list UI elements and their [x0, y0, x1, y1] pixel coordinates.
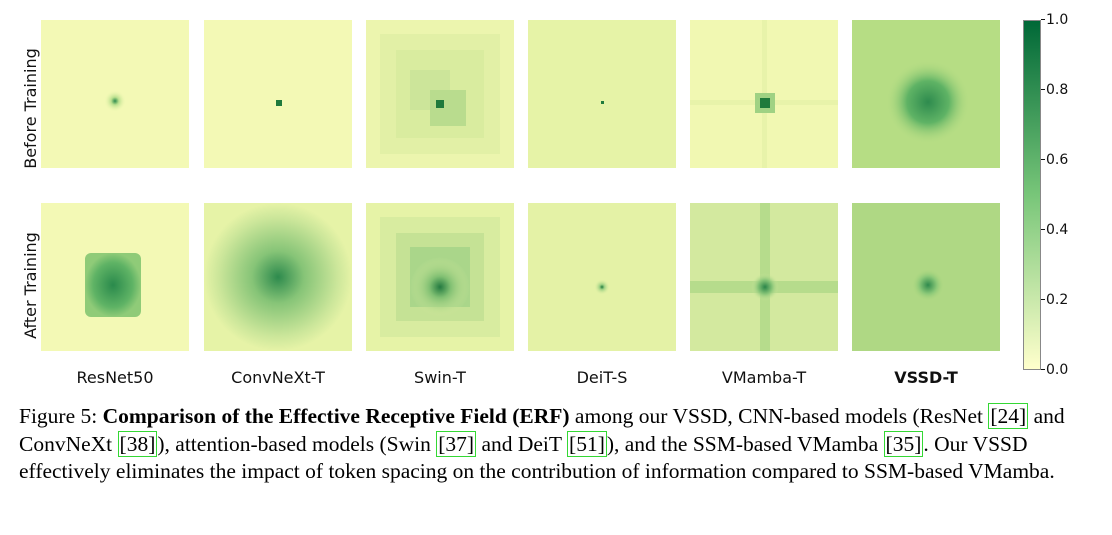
colorbar — [1023, 20, 1041, 370]
model-label-convnext: ConvNeXt-T — [204, 368, 352, 387]
colorbar-tick: 1.0 — [1042, 13, 1068, 27]
erf-convnext-after — [204, 203, 352, 351]
caption-title: Comparison of the Effective Receptive Fi… — [103, 404, 570, 428]
erf-deit-before — [528, 20, 676, 168]
citation-link-swin[interactable]: [37] — [436, 431, 476, 457]
erf-resnet50-before — [41, 20, 189, 168]
model-label-swin: Swin-T — [366, 368, 514, 387]
figure-number: Figure 5: — [19, 404, 97, 428]
row-label-after-text: After Training — [21, 232, 40, 339]
erf-swin-after — [366, 203, 514, 351]
erf-vssd-before — [852, 20, 1000, 168]
erf-vmamba-after — [690, 203, 838, 351]
colorbar-tick: 0.4 — [1042, 223, 1068, 237]
colorbar-tick: 0.2 — [1042, 293, 1068, 307]
citation-link-deit[interactable]: [51] — [567, 431, 607, 457]
erf-vmamba-before — [690, 20, 838, 168]
citation-link-resnet[interactable]: [24] — [988, 403, 1028, 429]
model-label-vmamba: VMamba-T — [690, 368, 838, 387]
figure-caption: Figure 5: Comparison of the Effective Re… — [19, 403, 1095, 486]
model-label-vssd: VSSD-T — [852, 368, 1000, 387]
erf-convnext-before — [204, 20, 352, 168]
row-label-before-text: Before Training — [21, 48, 40, 169]
citation-link-convnext[interactable]: [38] — [118, 431, 158, 457]
erf-deit-after — [528, 203, 676, 351]
erf-resnet50-after — [41, 203, 189, 351]
colorbar-tick: 0.6 — [1042, 153, 1068, 167]
model-label-deit: DeiT-S — [528, 368, 676, 387]
erf-vssd-after — [852, 203, 1000, 351]
citation-link-vmamba[interactable]: [35] — [884, 431, 924, 457]
row-label-after: After Training — [17, 205, 43, 365]
row-label-before: Before Training — [17, 28, 43, 188]
colorbar-tick: 0.8 — [1042, 83, 1068, 97]
colorbar-tick: 0.0 — [1042, 363, 1068, 377]
erf-swin-before — [366, 20, 514, 168]
model-label-resnet50: ResNet50 — [41, 368, 189, 387]
